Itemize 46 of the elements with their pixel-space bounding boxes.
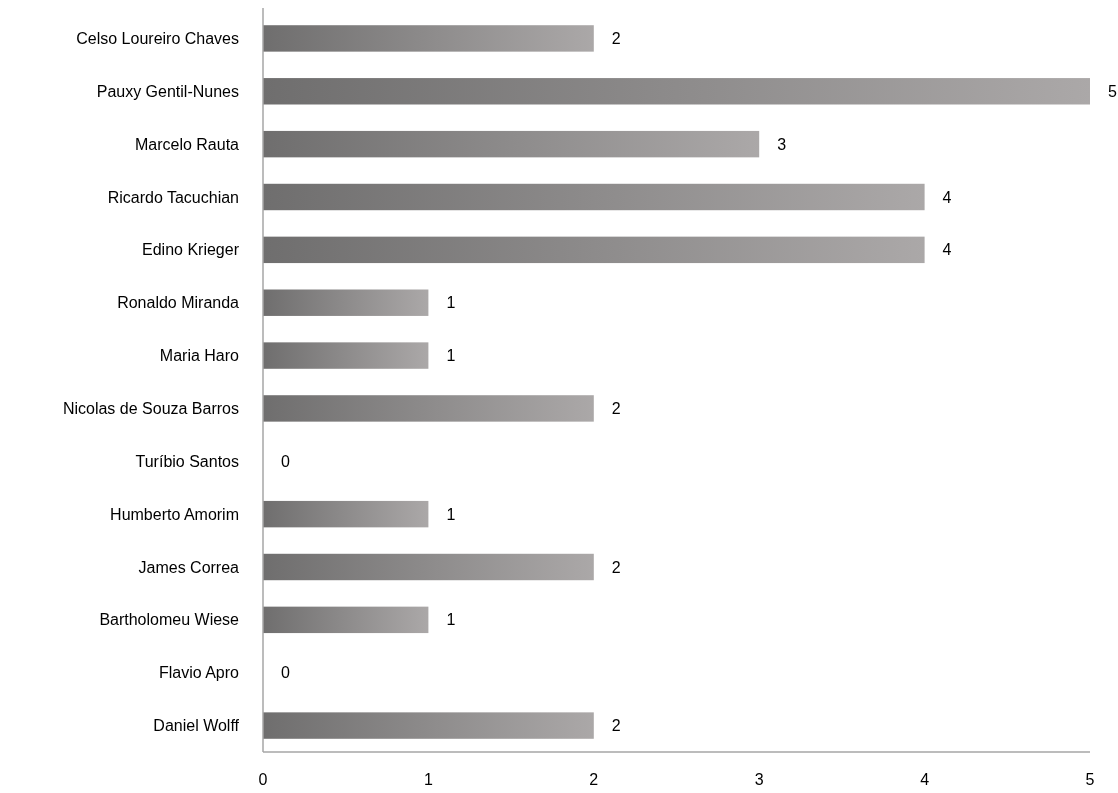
y-tick-label: Celso Loureiro Chaves	[76, 30, 239, 48]
data-label: 1	[446, 611, 456, 629]
y-tick-label: Edino Krieger	[142, 241, 240, 259]
data-label: 2	[611, 558, 621, 576]
y-tick-label: Maria Haro	[159, 347, 240, 365]
y-tick-label: Humberto Amorim	[110, 505, 239, 523]
data-label: 1	[446, 294, 456, 312]
bar	[263, 606, 429, 634]
data-label: 1	[446, 505, 456, 523]
x-tick-label: 2	[589, 771, 599, 788]
x-tick-label: 0	[258, 771, 268, 788]
x-tick-label: 5	[1085, 771, 1095, 788]
data-label: 2	[611, 717, 621, 735]
x-tick-label: 3	[754, 771, 764, 788]
data-label: 5	[1108, 82, 1117, 100]
y-tick-label: Nicolas de Souza Barros	[62, 400, 239, 418]
data-label: 1	[446, 347, 456, 365]
y-tick-label: Marcelo Rauta	[134, 135, 240, 153]
y-tick-label: Daniel Wolff	[153, 717, 240, 735]
data-label: 4	[942, 188, 952, 206]
data-label: 3	[777, 135, 787, 153]
y-tick-label: Bartholomeu Wiese	[99, 611, 240, 629]
bar	[263, 78, 1090, 105]
x-tick-label: 1	[423, 771, 433, 788]
bar	[263, 25, 594, 52]
y-tick-label: Pauxy Gentil-Nunes	[96, 82, 239, 100]
y-tick-label: Turíbio Santos	[135, 452, 239, 470]
bar	[263, 500, 429, 528]
bar	[263, 553, 594, 581]
bar	[263, 183, 925, 211]
y-tick-label: James Correa	[138, 558, 240, 576]
y-tick-label: Ronaldo Miranda	[117, 294, 240, 312]
bar	[263, 289, 429, 316]
data-label: 0	[281, 664, 290, 682]
data-label: 4	[942, 241, 952, 259]
bar	[263, 395, 594, 422]
bar	[263, 130, 760, 158]
bar	[263, 712, 594, 739]
data-label: 2	[611, 400, 621, 418]
bar	[263, 342, 429, 369]
x-tick-label: 4	[920, 771, 930, 788]
y-tick-label: Flavio Apro	[158, 664, 240, 682]
y-tick-label: Ricardo Tacuchian	[107, 188, 239, 206]
data-label: 0	[281, 452, 290, 470]
bar	[263, 236, 925, 264]
data-label: 2	[611, 30, 621, 48]
